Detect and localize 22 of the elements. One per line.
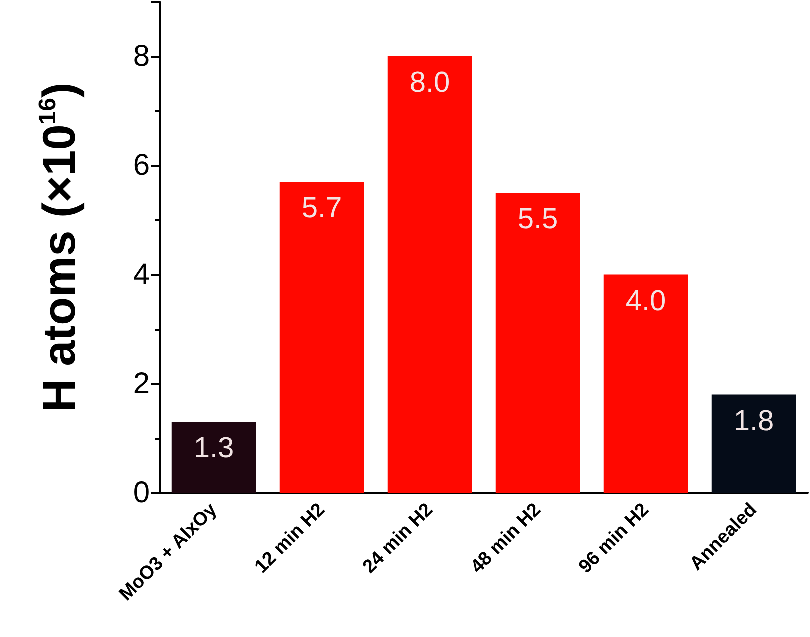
y-tick-label: 0 bbox=[133, 476, 150, 510]
data-label: 8.0 bbox=[410, 67, 450, 100]
x-tick-label: 12 min H2 bbox=[251, 500, 330, 578]
bar bbox=[712, 394, 796, 493]
bar bbox=[388, 56, 472, 493]
bar bbox=[604, 274, 688, 493]
bar bbox=[172, 422, 256, 493]
y-tick-label: 6 bbox=[133, 149, 150, 182]
x-tick-label: 48 min H2 bbox=[467, 500, 546, 578]
data-label: 1.3 bbox=[194, 432, 234, 465]
bar bbox=[496, 192, 580, 493]
y-tick-label: 2 bbox=[133, 367, 150, 400]
x-tick-label: 96 min H2 bbox=[575, 500, 654, 578]
data-label: 4.0 bbox=[626, 285, 666, 318]
data-label: 5.5 bbox=[518, 203, 558, 236]
data-label: 5.7 bbox=[302, 192, 342, 225]
y-tick-label: 8 bbox=[133, 40, 150, 74]
y-axis-title: H atoms (×1016) bbox=[33, 82, 85, 412]
y-tick-label: 4 bbox=[133, 258, 150, 292]
x-tick-label: 24 min H2 bbox=[359, 500, 438, 578]
bar bbox=[280, 182, 364, 493]
data-label: 1.8 bbox=[734, 405, 774, 438]
